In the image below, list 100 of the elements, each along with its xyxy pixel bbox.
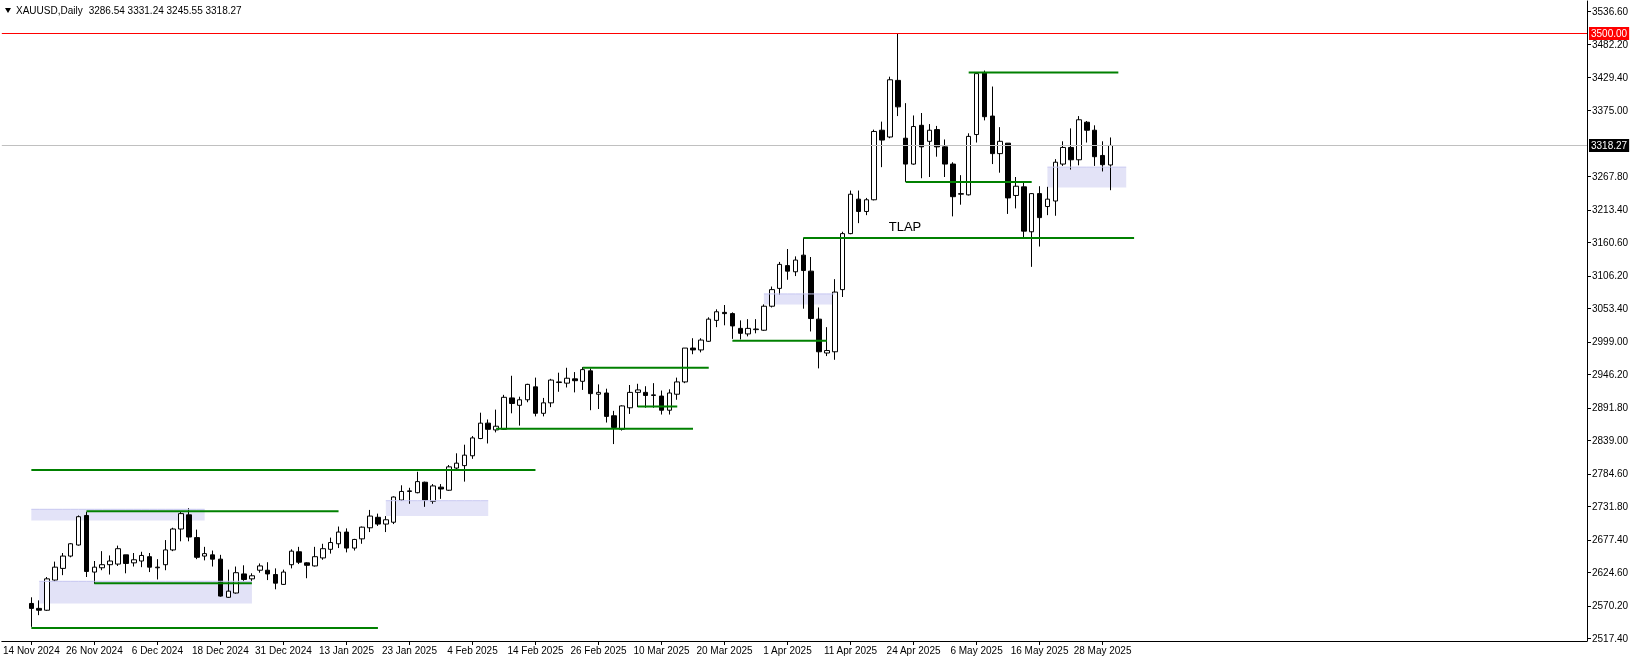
x-tick-label: 20 Mar 2025 <box>696 644 754 656</box>
candlestick <box>596 383 601 410</box>
x-tick-label: 4 Feb 2025 <box>447 644 499 656</box>
candlestick <box>249 572 255 582</box>
candlestick <box>966 132 971 196</box>
x-tick-label: 26 Nov 2024 <box>66 644 124 656</box>
candlestick <box>753 318 759 334</box>
candlestick <box>509 375 515 414</box>
candlestick <box>352 538 357 552</box>
y-tick-label: 3213.40 <box>1592 204 1629 216</box>
x-tick-label: 26 Feb 2025 <box>570 644 627 656</box>
candlestick <box>667 388 672 416</box>
x-tick-label: 6 Dec 2024 <box>131 644 184 656</box>
candlestick <box>801 237 806 310</box>
candlestick <box>1045 186 1050 216</box>
candlestick <box>934 125 940 158</box>
y-tick-label: 3536.60 <box>1592 5 1629 17</box>
candlestick <box>832 278 838 361</box>
candlestick <box>604 388 609 424</box>
candlestick <box>927 123 932 178</box>
candlestick <box>879 121 885 168</box>
candlestick <box>257 562 263 574</box>
candlestick <box>1084 120 1090 144</box>
x-tick-label: 11 Apr 2025 <box>823 644 878 656</box>
candlestick <box>1013 176 1019 209</box>
y-tick-label: 3053.40 <box>1592 302 1629 314</box>
candlestick <box>312 546 318 568</box>
y-tick-label: 3429.40 <box>1592 71 1629 83</box>
y-tick-label: 2570.20 <box>1592 600 1629 612</box>
candlestick <box>446 464 452 492</box>
candlestick <box>1108 136 1113 191</box>
candlestick <box>777 261 782 296</box>
chart-title: XAUUSD,Daily <box>16 4 83 16</box>
y-tick-label: 2517.40 <box>1592 632 1629 644</box>
candlestick <box>824 326 830 357</box>
candlestick <box>383 515 389 533</box>
candlestick <box>226 569 231 599</box>
candlestick <box>942 138 948 178</box>
x-tick-label: 10 Mar 2025 <box>633 644 690 656</box>
candlestick <box>123 554 129 574</box>
candlestick <box>572 371 578 393</box>
candlestick <box>1021 182 1027 239</box>
candlestick <box>1100 140 1105 172</box>
candlestick <box>848 190 853 235</box>
candlestick <box>44 576 50 612</box>
candlestick <box>682 347 688 384</box>
candlestick <box>643 385 648 409</box>
y-tick-label: 2839.00 <box>1592 434 1629 446</box>
candlestick <box>1068 127 1074 171</box>
x-tick-label: 6 May 2025 <box>950 644 1004 656</box>
candlestick <box>163 539 168 571</box>
candlestick <box>864 197 869 216</box>
candlestick <box>320 543 326 561</box>
candlestick <box>359 526 365 545</box>
candlestick <box>438 483 444 500</box>
candlestick <box>548 378 554 408</box>
candlestick <box>194 529 200 560</box>
y-tick-label: 3375.00 <box>1592 105 1629 117</box>
candlestick <box>470 435 475 460</box>
candlestick <box>722 304 727 326</box>
candlestick <box>289 548 294 569</box>
candlestick <box>155 558 160 580</box>
candlestick <box>304 561 310 579</box>
y-tick-label: 2946.20 <box>1592 368 1629 380</box>
candlestick <box>391 495 396 525</box>
candlestick <box>974 73 979 144</box>
x-tick-label: 14 Nov 2024 <box>3 644 61 656</box>
candlestick <box>990 86 995 165</box>
candlestick <box>997 126 1003 174</box>
candlestick <box>564 367 570 388</box>
candlestick <box>856 190 861 224</box>
y-tick-label: 3160.60 <box>1592 236 1629 248</box>
x-tick-label: 31 Dec 2024 <box>255 644 313 656</box>
candlestick <box>533 377 538 417</box>
candlestick <box>580 366 585 391</box>
candlestick <box>218 554 223 598</box>
candlestick <box>107 554 113 576</box>
candlestick <box>674 377 680 401</box>
candlestick <box>745 318 751 337</box>
x-tick-label: 14 Feb 2025 <box>507 644 564 656</box>
candlestick <box>698 337 704 353</box>
candlestick <box>761 303 767 332</box>
x-tick-label: 16 May 2025 <box>1010 644 1069 656</box>
candlestick <box>1029 192 1034 268</box>
candlestick <box>525 383 530 403</box>
x-tick-label: 28 May 2025 <box>1073 644 1132 656</box>
ref-line-label: 3318.27 <box>1591 139 1628 151</box>
candlestick <box>29 596 34 628</box>
candlestick <box>895 33 901 117</box>
candlestick <box>611 410 617 445</box>
candlestick <box>367 509 373 533</box>
candlestick <box>210 550 215 568</box>
candlestick <box>36 599 42 616</box>
candlestick <box>808 256 814 332</box>
candlestick <box>588 367 593 411</box>
candlestick <box>1092 124 1097 167</box>
candlestick <box>139 551 144 568</box>
candlestick <box>60 552 66 576</box>
candlestick <box>241 564 247 582</box>
candlestick <box>399 484 404 502</box>
